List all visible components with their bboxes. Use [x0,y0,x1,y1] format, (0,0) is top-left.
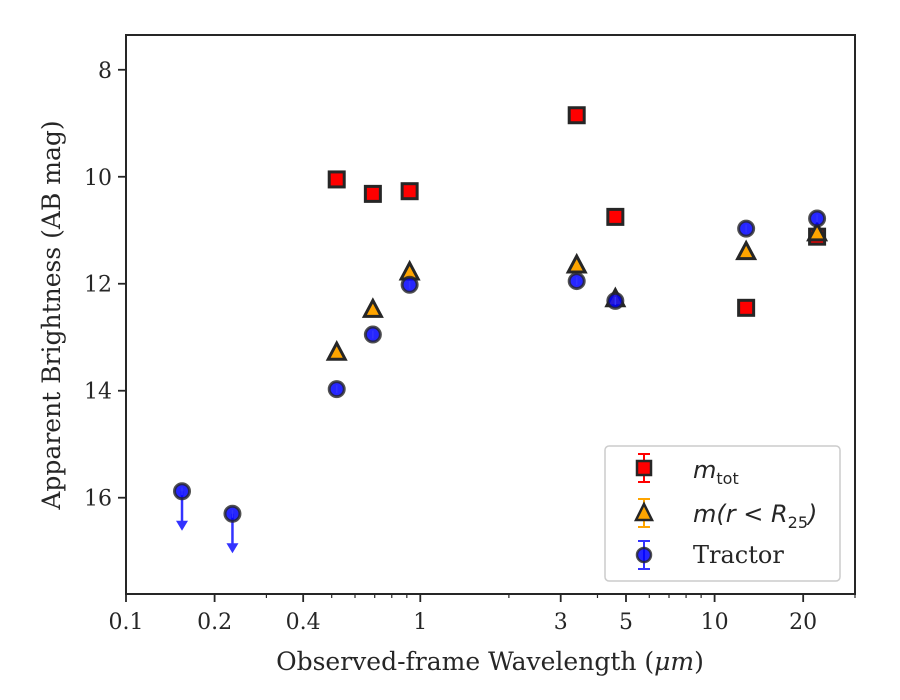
y-axis-label: Apparent Brightness (AB mag) [37,120,66,510]
tractor-point [737,219,756,238]
square-marker [363,184,382,203]
legend-label-tractor: Tractor [693,541,784,569]
mr25-point [325,340,348,361]
legend-label-mr25: m(r < R25) [693,500,817,532]
upper-limit-arrowhead [226,543,239,554]
tractor-point [173,482,192,531]
axis-ticks: 0.1 0.2 0.4 1 3 5 10 20 8 10 12 14 16 [84,59,856,635]
y-tick-label: 8 [98,59,112,84]
legend: mtot m(r < R25) Tractor [604,445,841,582]
mr25-point [735,239,758,261]
triangle-marker [325,340,348,361]
square-marker [606,207,625,226]
mr25-point [565,252,588,274]
x-tick-label: 5 [619,610,633,635]
x-tick-label: 0.1 [109,610,144,635]
y-tick-label: 10 [84,166,112,191]
mtot-point [363,184,382,203]
triangle-marker [735,239,758,261]
y-tick-label: 14 [84,380,112,405]
legend-marker-mr25 [633,498,655,528]
plot-frame [125,34,856,595]
tractor-point [808,209,827,228]
tractor-point [327,380,346,399]
legend-label-mtot: mtot [693,456,739,488]
mtot-point [327,170,346,189]
x-tick-label: 20 [789,610,817,635]
y-tick-label: 16 [84,487,112,512]
x-axis-label: Observed-frame Wavelength (μm) [276,647,704,676]
square-marker [567,106,586,125]
tractor-point [567,272,586,291]
tractor-point [400,275,419,294]
y-tick-label: 12 [84,273,112,298]
triangle-marker [361,297,384,318]
mtot-point [606,207,625,226]
legend-marker-mtot [635,453,653,483]
mtot-point [400,182,419,201]
x-tick-label: 1 [413,610,427,635]
x-tick-label: 0.2 [197,610,232,635]
legend-frame [604,445,841,582]
triangle-marker [806,220,829,242]
legend-marker-tractor [635,540,653,570]
upper-limit-arrowhead [176,520,189,531]
mtot-point [567,106,586,125]
tractor-point [363,325,382,344]
tractor-point [223,504,242,554]
x-tick-label: 0.4 [286,610,321,635]
mr25-point [806,220,829,242]
mtot-point [737,298,756,317]
data-points [173,106,829,554]
x-tick-label: 3 [554,610,568,635]
square-marker [327,170,346,189]
triangle-marker [565,252,588,274]
mr25-point [361,297,384,318]
square-marker [400,182,419,201]
x-tick-label: 10 [701,610,729,635]
x-axis-label-unit: μm [654,647,694,676]
square-marker [737,298,756,317]
tractor-point [606,291,625,310]
